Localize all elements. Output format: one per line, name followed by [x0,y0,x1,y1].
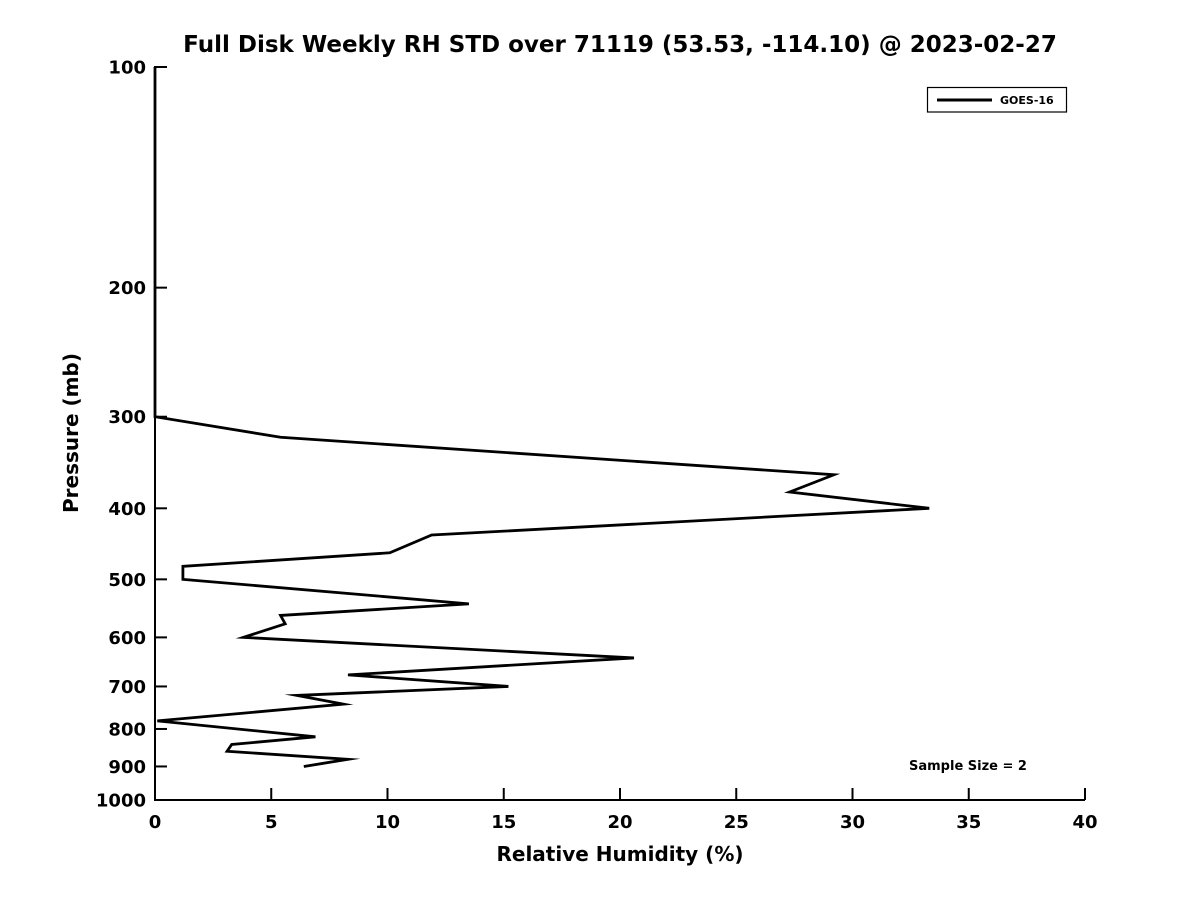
axes-spines [154,66,1085,801]
chart-title: Full Disk Weekly RH STD over 71119 (53.5… [183,32,1057,58]
x-tick-label: 35 [956,812,981,833]
y-tick-label: 300 [108,407,146,428]
goes16-data-line [153,67,930,768]
sample-size-annotation: Sample Size = 2 [909,759,1027,774]
y-tick-label: 800 [108,719,146,740]
x-tick-label: 40 [1072,812,1097,833]
y-tick-label: 100 [108,58,146,79]
y-tick-label: 900 [108,757,146,778]
y-tick-label: 1000 [96,791,146,812]
x-tick-label: 10 [375,812,400,833]
x-tick-label: 20 [607,812,632,833]
y-tick-label: 700 [108,677,146,698]
x-tick-label: 30 [840,812,865,833]
y-tick-label: 400 [108,499,146,520]
x-axis-label: Relative Humidity (%) [496,842,743,866]
y-tick-label: 600 [108,628,146,649]
x-tick-label: 25 [724,812,749,833]
x-tick-label: 0 [149,812,162,833]
x-tick-label: 15 [491,812,516,833]
x-axis-ticks: 0 5 10 15 20 25 30 35 40 [149,788,1098,833]
legend-label: GOES-16 [1000,94,1054,107]
y-axis-ticks: 100 200 300 400 500 600 700 800 900 1000 [96,58,167,812]
y-tick-label: 200 [108,278,146,299]
legend: GOES-16 [926,86,1068,113]
y-tick-label: 500 [108,570,146,591]
x-tick-label: 5 [265,812,278,833]
y-axis-label: Pressure (mb) [59,353,83,513]
